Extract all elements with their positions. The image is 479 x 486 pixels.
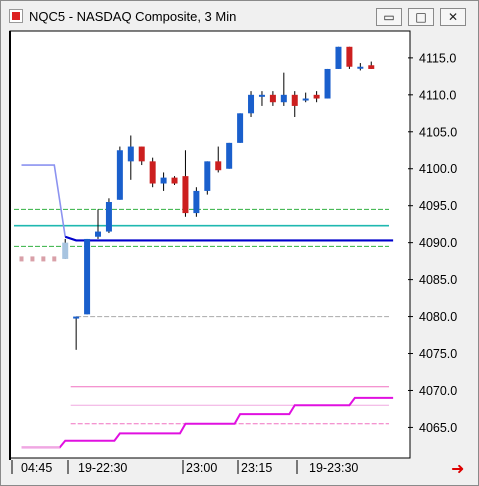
maximize-button[interactable]: □ (408, 8, 434, 26)
candle[interactable] (73, 316, 80, 350)
candle[interactable] (116, 146, 123, 200)
candle-body-down (215, 161, 222, 171)
candle-body-up (280, 94, 287, 103)
y-tick-label: 4080.0 (419, 310, 457, 324)
y-tick-label: 4075.0 (419, 347, 457, 361)
y-tick-label: 4070.0 (419, 384, 457, 398)
lavender-line (21, 164, 67, 237)
candle-body-down (291, 94, 298, 106)
candle[interactable] (160, 172, 167, 191)
candle-body-down (269, 94, 276, 103)
candle-body-down (149, 161, 156, 184)
candle-body-up (237, 113, 244, 143)
candle-body-down (182, 176, 189, 214)
candle-body-up (335, 46, 342, 69)
candle-body-up (84, 238, 91, 315)
y-tick-label: 4090.0 (419, 236, 457, 250)
candle[interactable] (95, 209, 102, 239)
y-tick-label: 4115.0 (419, 51, 456, 65)
candle[interactable] (248, 91, 255, 117)
candle[interactable] (138, 146, 145, 166)
window-title: NQC5 - NASDAQ Composite, 3 Min (29, 9, 237, 24)
candle[interactable] (346, 46, 353, 69)
candle-body-down (313, 94, 320, 99)
x-tick-label: 23:15 (241, 461, 272, 475)
candle-body-up (116, 150, 123, 200)
candle[interactable] (357, 63, 364, 71)
candle[interactable] (269, 91, 276, 106)
candle[interactable] (335, 46, 342, 69)
candle-body-up (73, 316, 80, 319)
candle[interactable] (204, 161, 211, 195)
x-tick-label: 04:45 (21, 461, 52, 475)
candle[interactable] (302, 92, 309, 103)
candle-body-up (324, 68, 331, 99)
close-button[interactable]: ✕ (440, 8, 466, 26)
candle[interactable] (62, 238, 69, 259)
candle-body-down (138, 146, 145, 162)
candle-body-down (171, 177, 178, 184)
pre-market-marker (19, 256, 24, 262)
plot-area[interactable] (9, 30, 411, 459)
candle-body-down (368, 65, 375, 69)
candle[interactable] (313, 91, 320, 103)
pre-market-marker (52, 256, 57, 262)
y-tick-label: 4110.0 (419, 88, 456, 102)
candle[interactable] (291, 91, 298, 117)
minimize-button[interactable]: ▭ (376, 8, 402, 26)
blue-line (64, 235, 394, 242)
pre-market-marker (41, 256, 46, 262)
y-tick-label: 4065.0 (419, 421, 457, 435)
candle-body-up (95, 231, 102, 237)
candle[interactable] (149, 157, 156, 188)
candle[interactable] (84, 238, 91, 315)
candle[interactable] (193, 187, 200, 217)
candle[interactable] (127, 135, 134, 180)
candle[interactable] (105, 198, 112, 234)
candle[interactable] (280, 72, 287, 106)
y-tick-label: 4100.0 (419, 162, 457, 176)
candle[interactable] (368, 61, 375, 69)
candle-body-up (357, 66, 364, 69)
candle[interactable] (258, 91, 265, 106)
x-tick-label: 19-22:30 (78, 461, 127, 475)
candle-body-up (127, 146, 134, 162)
candle[interactable] (215, 146, 222, 173)
candle-body-up (105, 202, 112, 232)
candle-body-up (62, 242, 69, 259)
candle[interactable] (226, 142, 233, 169)
x-tick-label: 19-23:30 (309, 461, 358, 475)
candle-body-up (302, 98, 309, 101)
candle-body-up (193, 190, 200, 214)
magenta-step-line (21, 396, 394, 449)
pre-market-marker (30, 256, 35, 262)
candle-body-up (160, 177, 167, 184)
y-tick-label: 4105.0 (419, 125, 457, 139)
x-tick-label: 23:00 (186, 461, 217, 475)
candle[interactable] (171, 176, 178, 185)
title-bar[interactable]: NQC5 - NASDAQ Composite, 3 Min ▭ □ ✕ (1, 1, 478, 31)
y-tick-label: 4095.0 (419, 199, 457, 213)
candle-body-up (226, 142, 233, 169)
scroll-right-arrow-icon[interactable]: ➜ (451, 459, 464, 478)
candle[interactable] (182, 150, 189, 217)
candle-body-up (204, 161, 211, 191)
candle-body-up (248, 94, 255, 114)
app-icon[interactable] (9, 9, 23, 23)
y-tick-label: 4085.0 (419, 273, 457, 287)
candle-body-up (258, 94, 265, 97)
candle-body-down (346, 46, 353, 67)
candle[interactable] (237, 113, 244, 143)
candle[interactable] (324, 68, 331, 99)
